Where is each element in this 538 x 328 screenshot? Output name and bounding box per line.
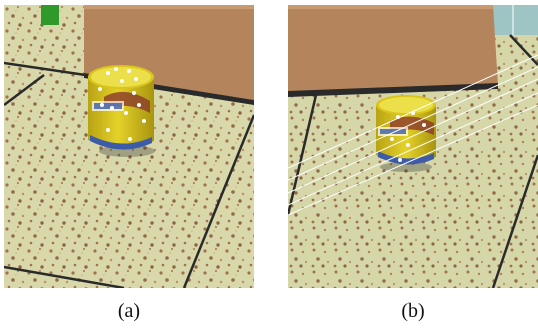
tile-grout-lines: [288, 34, 538, 288]
keypoints: [98, 67, 146, 141]
wall: [493, 5, 538, 35]
caption-b: (b): [401, 300, 425, 322]
panel-a-photo: [4, 5, 254, 288]
tile-grout-lines: [4, 61, 254, 288]
keypoints: [390, 111, 426, 162]
caption-a: (a): [117, 300, 141, 322]
epipolar-lines: [288, 54, 538, 216]
can: [88, 65, 155, 157]
door: [288, 5, 498, 97]
panel-b-photo: [288, 5, 538, 288]
bottle: [41, 5, 59, 25]
